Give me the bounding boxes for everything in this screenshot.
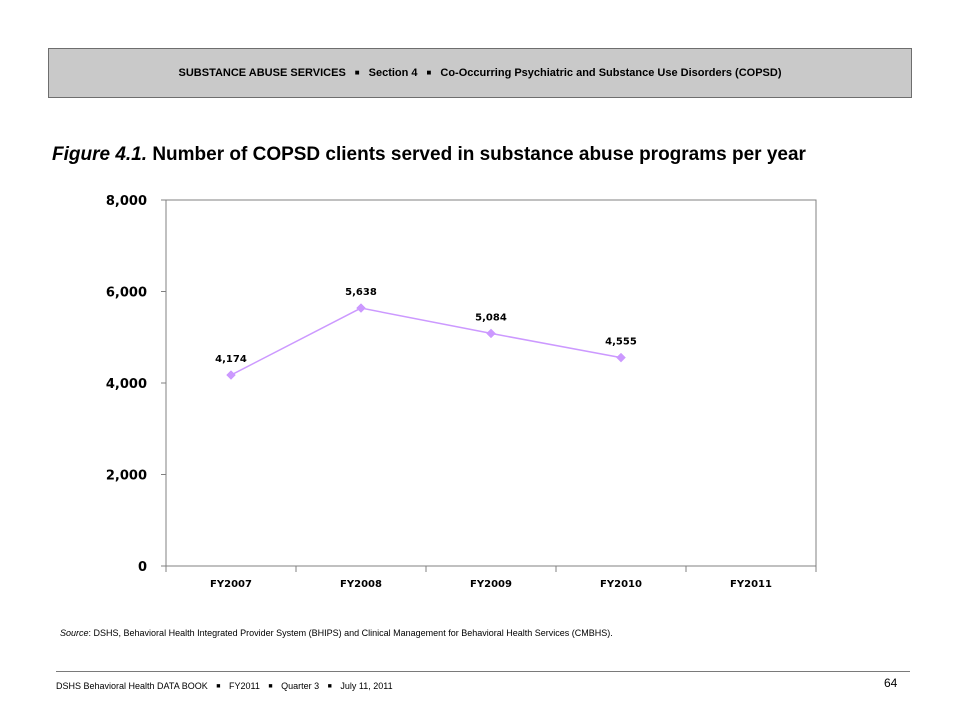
section-header-band: SUBSTANCE ABUSE SERVICES ■ Section 4 ■ C… bbox=[48, 48, 912, 98]
x-tick-label: FY2008 bbox=[340, 579, 382, 590]
header-separator-1: ■ bbox=[354, 67, 360, 77]
figure-number: Figure 4.1. bbox=[52, 144, 148, 165]
x-tick-label: FY2010 bbox=[600, 579, 642, 590]
plot-area-border bbox=[165, 199, 817, 567]
y-tick-label: 2,000 bbox=[106, 469, 147, 484]
data-label: 4,174 bbox=[215, 354, 247, 365]
footer-separator-1: ■ bbox=[216, 683, 221, 690]
source-note: Source: DSHS, Behavioral Health Integrat… bbox=[60, 628, 920, 638]
header-segment-1: SUBSTANCE ABUSE SERVICES bbox=[178, 67, 346, 79]
footer-segment-1: DSHS Behavioral Health DATA BOOK bbox=[56, 681, 208, 691]
footer-segment-2: FY2011 bbox=[229, 681, 260, 691]
x-tick-label: FY2009 bbox=[470, 579, 512, 590]
source-label: Source bbox=[60, 628, 89, 638]
footer: DSHS Behavioral Health DATA BOOK ■ FY201… bbox=[56, 681, 393, 691]
data-label: 5,084 bbox=[475, 312, 507, 323]
y-tick-label: 8,000 bbox=[106, 194, 147, 209]
data-label: 5,638 bbox=[345, 287, 377, 298]
page-number: 64 bbox=[884, 676, 898, 690]
data-point-marker bbox=[486, 328, 496, 339]
series-line bbox=[230, 307, 622, 376]
x-tick-label: FY2007 bbox=[210, 579, 252, 590]
y-tick-label: 6,000 bbox=[106, 286, 147, 301]
footer-separator-3: ■ bbox=[327, 683, 332, 690]
figure-title-text: Number of COPSD clients served in substa… bbox=[152, 144, 806, 165]
y-tick-label: 0 bbox=[138, 560, 147, 575]
footer-segment-4: July 11, 2011 bbox=[340, 681, 393, 691]
footer-segment-3: Quarter 3 bbox=[281, 681, 320, 691]
header-segment-3: Co-Occurring Psychiatric and Substance U… bbox=[440, 67, 782, 79]
header-segment-2: Section 4 bbox=[368, 67, 418, 79]
figure-title: Figure 4.1. Number of COPSD clients serv… bbox=[52, 144, 932, 166]
data-point-marker bbox=[616, 352, 626, 363]
data-label: 4,555 bbox=[605, 337, 637, 348]
footer-separator-2: ■ bbox=[268, 683, 273, 690]
header-separator-2: ■ bbox=[426, 67, 432, 77]
x-tick-label: FY2011 bbox=[730, 579, 772, 590]
y-tick-label: 4,000 bbox=[106, 377, 147, 392]
source-text: : DSHS, Behavioral Health Integrated Pro… bbox=[88, 628, 613, 638]
footer-divider bbox=[56, 671, 910, 672]
data-point-marker bbox=[356, 303, 366, 313]
data-point-marker bbox=[226, 370, 236, 380]
